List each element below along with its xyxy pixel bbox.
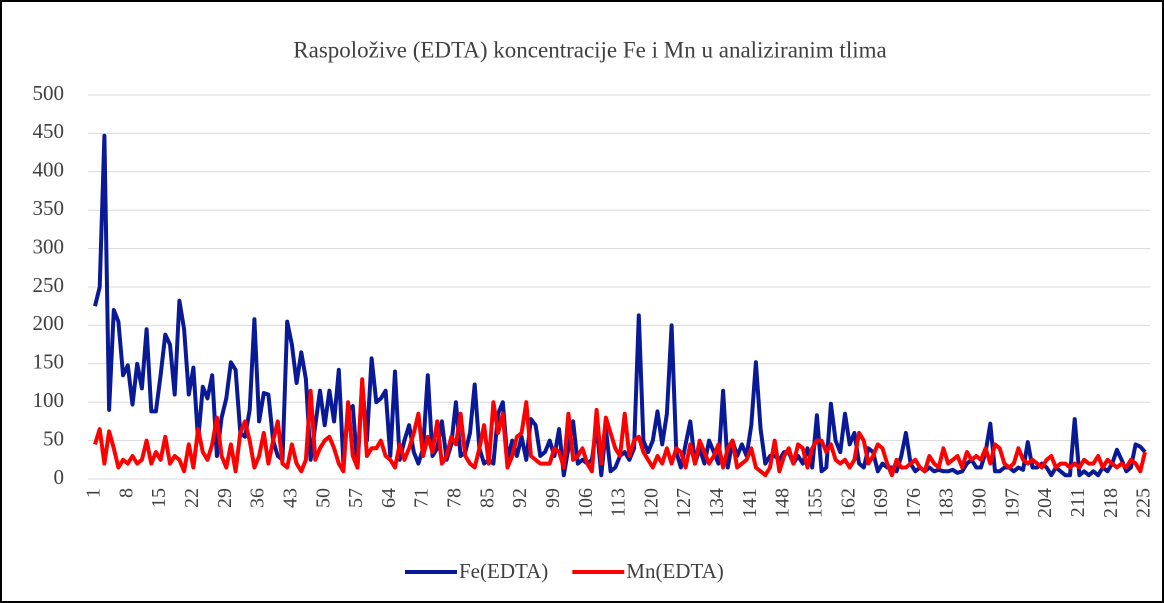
x-tick-label: 99	[542, 488, 564, 508]
x-tick-label: 155	[804, 488, 826, 518]
x-tick-label: 225	[1133, 488, 1155, 518]
y-tick-label: 150	[33, 350, 65, 374]
x-tick-label: 43	[279, 488, 301, 508]
x-tick-label: 183	[936, 488, 958, 518]
y-tick-label: 200	[33, 311, 65, 335]
x-tick-label: 8	[115, 488, 137, 498]
x-tick-label: 169	[870, 488, 892, 518]
x-tick-label: 1	[83, 488, 105, 498]
y-tick-label: 500	[33, 81, 65, 105]
x-tick-label: 197	[1001, 488, 1023, 518]
y-tick-label: 0	[54, 465, 65, 489]
x-tick-label: 204	[1034, 488, 1056, 518]
x-tick-label: 92	[509, 488, 531, 508]
x-tick-label: 106	[575, 488, 597, 518]
x-tick-label: 57	[345, 488, 367, 508]
x-tick-label: 78	[444, 488, 466, 508]
legend-label: Fe(EDTA)	[459, 559, 548, 583]
legend-label: Mn(EDTA)	[626, 559, 723, 583]
x-tick-label: 176	[903, 488, 925, 518]
x-tick-label: 22	[181, 488, 203, 508]
y-tick-label: 100	[33, 388, 65, 412]
x-tick-label: 15	[148, 488, 170, 508]
x-tick-label: 127	[673, 488, 695, 518]
y-tick-label: 350	[33, 196, 65, 220]
chart-title: Raspoložive (EDTA) koncentracije Fe i Mn…	[293, 37, 886, 62]
x-tick-label: 148	[772, 488, 794, 518]
x-tick-label: 211	[1067, 488, 1089, 517]
data-line	[93, 377, 1147, 478]
x-tick-label: 218	[1100, 488, 1122, 518]
y-tick-label: 250	[33, 273, 65, 297]
x-tick-label: 113	[608, 488, 630, 517]
y-tick-label: 450	[33, 119, 65, 143]
x-tick-label: 141	[739, 488, 761, 518]
x-tick-label: 71	[411, 488, 433, 508]
y-tick-label: 400	[33, 158, 65, 182]
x-tick-label: 85	[476, 488, 498, 508]
x-tick-label: 134	[706, 488, 728, 518]
x-tick-label: 190	[969, 488, 991, 518]
x-tick-label: 120	[640, 488, 662, 518]
x-tick-label: 36	[247, 488, 269, 508]
x-tick-label: 29	[214, 488, 236, 508]
x-tick-label: 64	[378, 488, 400, 508]
y-tick-label: 50	[43, 426, 64, 450]
y-tick-label: 300	[33, 234, 65, 258]
x-tick-label: 162	[837, 488, 859, 518]
x-tick-label: 50	[312, 488, 334, 508]
